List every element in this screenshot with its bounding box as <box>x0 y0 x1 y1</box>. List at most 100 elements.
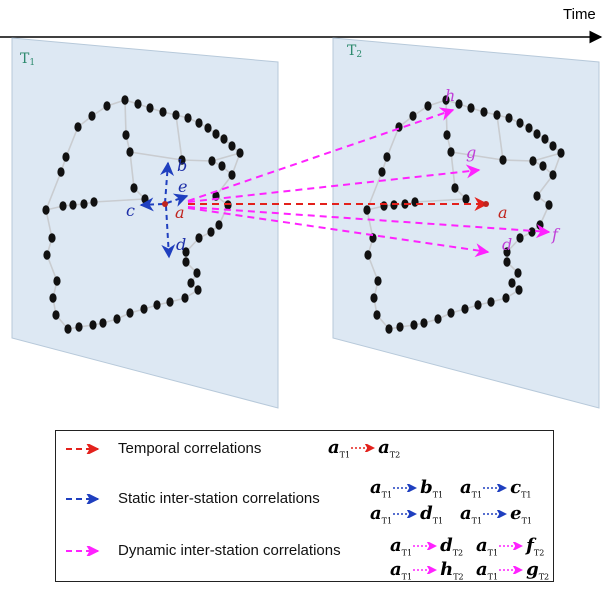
station-node <box>373 310 381 320</box>
station-node <box>187 278 195 288</box>
station-node <box>90 197 98 207</box>
station-node <box>474 300 482 310</box>
legend-static-formula-3: aT1 dT1 <box>370 503 444 526</box>
network-edge <box>366 209 374 239</box>
station-node <box>113 314 121 324</box>
network-edge <box>46 254 58 282</box>
station-node <box>126 308 134 318</box>
legend-static-formula-4: aT1 eT1 <box>460 503 532 526</box>
station-node <box>383 152 391 162</box>
network-edge <box>532 152 562 162</box>
station-node <box>69 200 77 210</box>
station-node <box>467 103 475 113</box>
label-t1-d: d <box>176 235 186 254</box>
station-node <box>409 111 417 121</box>
station-node <box>215 220 223 230</box>
label-t2-a: a <box>498 203 508 222</box>
label-t1-b: b <box>177 156 187 175</box>
network-edge <box>175 114 183 161</box>
station-node <box>62 152 70 162</box>
station-node <box>503 247 511 257</box>
legend-temporal-arrow <box>66 444 100 454</box>
station-node <box>212 129 220 139</box>
dynamic-correlation-arrows <box>187 107 551 258</box>
arrow-a-to-c <box>139 197 164 212</box>
panel-t1-title: T1 <box>20 51 35 68</box>
station-node <box>184 113 192 123</box>
station-node <box>121 95 129 105</box>
station-node <box>74 122 82 132</box>
station-node <box>126 147 134 157</box>
station-node <box>525 123 533 133</box>
network-edge <box>65 126 79 158</box>
static-correlation-arrows <box>139 161 189 259</box>
station-node <box>461 304 469 314</box>
station-node <box>153 300 161 310</box>
station-node <box>140 304 148 314</box>
station-node <box>493 110 501 120</box>
network-edge <box>450 151 456 189</box>
arrow-a-to-g <box>187 164 481 203</box>
legend-static-label: Static inter-station correlations <box>118 490 320 507</box>
station-node <box>424 101 432 111</box>
station-node <box>516 118 524 128</box>
station-node <box>228 141 236 151</box>
legend-temporal-formula-1: aT1 aT2 <box>328 437 401 460</box>
network-edge <box>45 171 62 211</box>
station-node <box>195 233 203 243</box>
station-node <box>410 320 418 330</box>
station-node <box>43 250 51 260</box>
station-node <box>370 293 378 303</box>
station-node <box>539 161 547 171</box>
station-node <box>442 95 450 105</box>
station-node <box>447 147 455 157</box>
station-node <box>53 276 61 286</box>
station-node <box>533 191 541 201</box>
arrow-a-to-h <box>187 107 455 202</box>
network-edge <box>414 198 467 203</box>
arrow-a-to-b <box>160 161 175 204</box>
network-edge <box>93 198 146 203</box>
station-node <box>88 111 96 121</box>
network-edge <box>181 159 213 162</box>
station-node <box>228 170 236 180</box>
station-node <box>505 113 513 123</box>
station-node <box>103 101 111 111</box>
diagram-canvas: T1 T2 a b c d e a d f g h <box>0 30 603 409</box>
network-edge <box>450 151 504 161</box>
station-node <box>182 257 190 267</box>
network-edge <box>129 151 183 161</box>
station-node <box>59 201 67 211</box>
station-node <box>549 170 557 180</box>
station-node <box>172 110 180 120</box>
station-node <box>64 324 72 334</box>
station-node <box>207 227 215 237</box>
network-edge <box>215 174 233 197</box>
station-node <box>146 103 154 113</box>
station-node <box>49 293 57 303</box>
legend-dynamic-formula-1: aT1 dT2 <box>390 535 464 558</box>
network-edge <box>124 99 127 136</box>
label-t2-h: h <box>445 86 455 105</box>
station-node <box>451 183 459 193</box>
station-node <box>420 318 428 328</box>
station-node <box>499 155 507 165</box>
legend-temporal-label: Temporal correlations <box>118 440 262 457</box>
station-node <box>545 200 553 210</box>
legend-dynamic-formula-3: aT1 hT2 <box>390 559 464 582</box>
legend-dynamic-formula-4: aT1 gT2 <box>476 559 550 582</box>
label-t2-d: d <box>502 235 512 254</box>
legend-dynamic-arrow <box>66 546 100 556</box>
station-node <box>396 322 404 332</box>
station-node <box>75 322 83 332</box>
station-node <box>363 205 371 215</box>
station-node <box>195 118 203 128</box>
station-node <box>516 233 524 243</box>
station-node <box>80 199 88 209</box>
network-edge <box>536 174 554 197</box>
station-node <box>411 197 419 207</box>
network-edge <box>496 114 504 161</box>
legend-static-formula-1: aT1 bT1 <box>370 477 444 500</box>
label-t1-e: e <box>178 177 187 196</box>
station-node <box>220 134 228 144</box>
